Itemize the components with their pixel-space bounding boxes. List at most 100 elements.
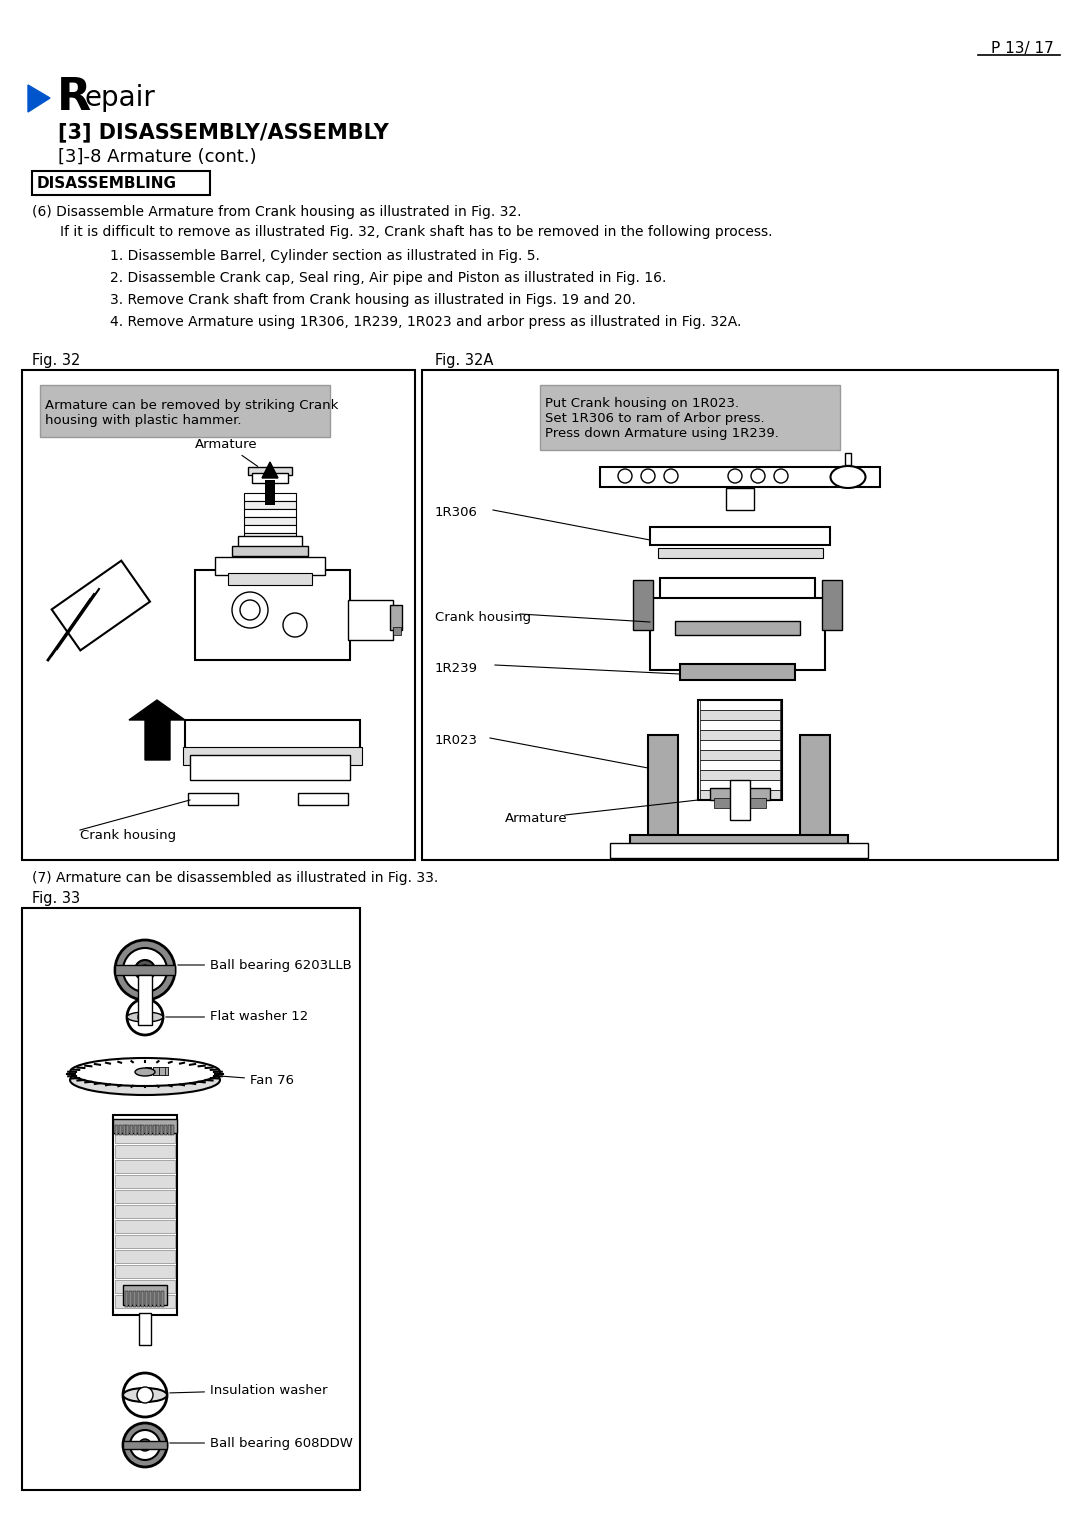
Circle shape [130,1429,160,1460]
Bar [247,580,251,583]
Bar [244,493,296,501]
Text: 1R023: 1R023 [435,733,478,747]
Bar [658,548,823,557]
Bar [134,1125,137,1135]
Bar [114,1220,175,1232]
Bar [252,580,255,583]
Bar [305,580,308,583]
Bar [195,570,350,660]
Text: Fig. 33: Fig. 33 [32,890,80,906]
Text: Fan 76: Fan 76 [222,1073,294,1087]
Bar [292,580,295,583]
Bar [700,770,780,780]
Bar [650,599,825,670]
Text: If it is difficult to remove as illustrated Fig. 32, Crank shaft has to be remov: If it is difficult to remove as illustra… [60,224,772,240]
Bar [183,747,362,765]
Text: Armature: Armature [505,811,568,825]
Bar [133,1290,136,1307]
Circle shape [138,1009,152,1025]
Bar [633,580,653,631]
Bar [160,1125,163,1135]
Bar [650,527,831,545]
Bar [287,580,291,583]
Bar [159,1067,164,1075]
Ellipse shape [127,1012,163,1022]
Bar [149,1125,152,1135]
Bar [232,547,308,556]
Bar [730,780,750,820]
Bar [123,1286,167,1306]
Bar [283,580,286,583]
Polygon shape [129,699,185,760]
Bar [113,1115,177,1315]
Circle shape [135,960,156,980]
Bar [141,1290,144,1307]
Bar [114,1130,175,1144]
Circle shape [123,1423,167,1467]
Text: Flat washer 12: Flat washer 12 [166,1011,308,1023]
Bar [114,1190,175,1203]
Bar [256,580,259,583]
Text: Fig. 32A: Fig. 32A [435,353,494,368]
Bar [157,1125,159,1135]
Bar [726,489,754,510]
Circle shape [114,941,175,1000]
Text: 2. Disassemble Crank cap, Seal ring, Air pipe and Piston as illustrated in Fig. : 2. Disassemble Crank cap, Seal ring, Air… [110,270,666,286]
Text: Ball bearing 608DDW: Ball bearing 608DDW [170,1437,353,1449]
Bar [114,1205,175,1219]
Bar [162,1067,167,1075]
Bar [113,1119,177,1133]
Bar [122,1125,125,1135]
Bar [114,1235,175,1248]
Bar [393,628,401,635]
Bar [130,1125,133,1135]
Bar [648,734,678,855]
Bar [700,710,780,721]
Bar [230,568,310,582]
Bar [32,171,210,195]
Bar [230,580,233,583]
Bar [243,580,246,583]
Text: [3]-8 Armature (cont.): [3]-8 Armature (cont.) [58,148,257,166]
Bar [239,580,242,583]
Bar [188,793,238,805]
Bar [700,789,780,800]
Circle shape [139,1438,151,1451]
Text: 3. Remove Crank shaft from Crank housing as illustrated in Figs. 19 and 20.: 3. Remove Crank shaft from Crank housing… [110,293,636,307]
Bar [22,370,415,860]
Bar [700,780,780,789]
Polygon shape [262,463,278,478]
Bar [159,1067,164,1075]
Bar [600,467,880,487]
Bar [129,1290,132,1307]
Bar [244,501,296,508]
Bar [296,580,299,583]
Bar [162,1067,167,1075]
Bar [422,370,1058,860]
Circle shape [137,1387,153,1403]
Bar [114,1280,175,1293]
Bar [714,799,766,808]
Text: P 13/ 17: P 13/ 17 [990,41,1053,55]
Ellipse shape [70,1064,220,1095]
Text: R: R [57,76,91,119]
Bar [190,754,350,780]
Bar [114,1264,175,1278]
Bar [675,621,800,635]
Bar [114,1251,175,1263]
Bar [700,730,780,741]
Bar [145,1290,148,1307]
Bar [244,525,296,533]
Bar [800,734,831,855]
Bar [252,473,288,483]
Bar [153,1067,159,1075]
Bar [710,788,770,800]
Bar [300,580,303,583]
Bar [234,580,238,583]
Text: [3] DISASSEMBLY/ASSEMBLY: [3] DISASSEMBLY/ASSEMBLY [58,122,389,142]
Bar [164,1125,166,1135]
Text: 1R306: 1R306 [435,507,477,519]
Bar [126,1125,130,1135]
Bar [139,1313,151,1345]
Bar [161,1290,164,1307]
